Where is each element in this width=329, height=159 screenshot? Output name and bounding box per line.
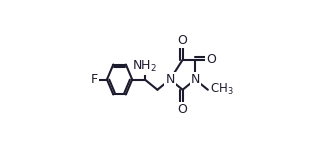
Text: NH$_2$: NH$_2$ (132, 59, 157, 74)
Text: F: F (91, 73, 98, 86)
Text: N: N (190, 73, 200, 86)
Text: CH$_3$: CH$_3$ (210, 82, 234, 97)
Text: O: O (206, 53, 216, 66)
Text: O: O (178, 34, 188, 47)
Text: O: O (178, 103, 188, 116)
Text: N: N (165, 73, 175, 86)
